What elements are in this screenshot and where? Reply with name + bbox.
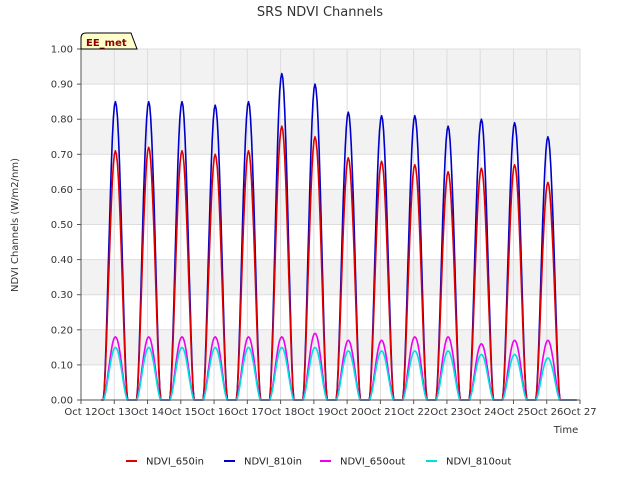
site-badge: EE_met xyxy=(80,32,138,50)
background-band xyxy=(81,329,580,365)
x-tick-label: Oct 19 xyxy=(297,407,330,418)
background-band xyxy=(81,49,580,85)
x-tick-label: Oct 20 xyxy=(331,407,364,418)
x-tick-label: Oct 15 xyxy=(164,407,197,418)
x-axis-title: Time xyxy=(553,425,578,436)
y-tick-label: 0.70 xyxy=(51,150,73,161)
y-tick-label: 0.90 xyxy=(51,80,73,91)
background-band xyxy=(81,189,580,225)
chart-title: SRS NDVI Channels xyxy=(257,5,383,20)
x-tick-labels: Oct 12 Oct 13 Oct 14 Oct 15 Oct 16 Oct 17 Oct … xyxy=(64,407,596,418)
y-tick-label: 0.80 xyxy=(51,115,73,126)
legend-label-NDVI_650out: NDVI_650out xyxy=(340,457,405,468)
x-tick-label: Oct 23 xyxy=(430,407,463,418)
y-tick-label: 1.00 xyxy=(51,45,73,56)
x-tick-label: Oct 13 xyxy=(98,407,131,418)
y-tick-label: 0.30 xyxy=(51,290,73,301)
y-tick-label: 0.50 xyxy=(51,220,73,231)
x-tick-label: Oct 16 xyxy=(197,407,230,418)
x-tick-label: Oct 25 xyxy=(497,407,530,418)
background-band xyxy=(81,259,580,295)
badge-shape xyxy=(80,32,138,50)
y-axis-title: NDVI Channels (W/m2/nm) xyxy=(10,158,21,292)
legend-label-NDVI_650in: NDVI_650in xyxy=(146,457,204,468)
axes xyxy=(77,48,581,404)
x-tick-label: Oct 24 xyxy=(464,407,497,418)
y-tick-label: 0.00 xyxy=(51,396,73,407)
x-tick-label: Oct 14 xyxy=(131,407,164,418)
x-tick-label: Oct 18 xyxy=(264,407,297,418)
badge-label: EE_met xyxy=(86,38,127,49)
y-tick-labels: 0.00 0.10 0.20 0.30 0.40 0.50 0.60 0.70 0.80 0.90… xyxy=(51,45,73,407)
legend-label-NDVI_810out: NDVI_810out xyxy=(446,457,511,468)
y-tick-label: 0.20 xyxy=(51,325,73,336)
x-tick-label: Oct 12 xyxy=(64,407,97,418)
x-tick-label: Oct 27 xyxy=(563,407,596,418)
y-tick-label: 0.10 xyxy=(51,360,73,371)
x-tick-label: Oct 17 xyxy=(231,407,264,418)
legend: NDVI_650in NDVI_810in NDVI_650out NDVI_810o… xyxy=(126,457,511,468)
x-tick-label: Oct 22 xyxy=(397,407,430,418)
x-tick-label: Oct 26 xyxy=(530,407,563,418)
x-tick-label: Oct 21 xyxy=(364,407,397,418)
y-tick-label: 0.40 xyxy=(51,255,73,266)
background-band xyxy=(81,119,580,155)
legend-label-NDVI_810in: NDVI_810in xyxy=(244,457,302,468)
y-tick-label: 0.60 xyxy=(51,185,73,196)
